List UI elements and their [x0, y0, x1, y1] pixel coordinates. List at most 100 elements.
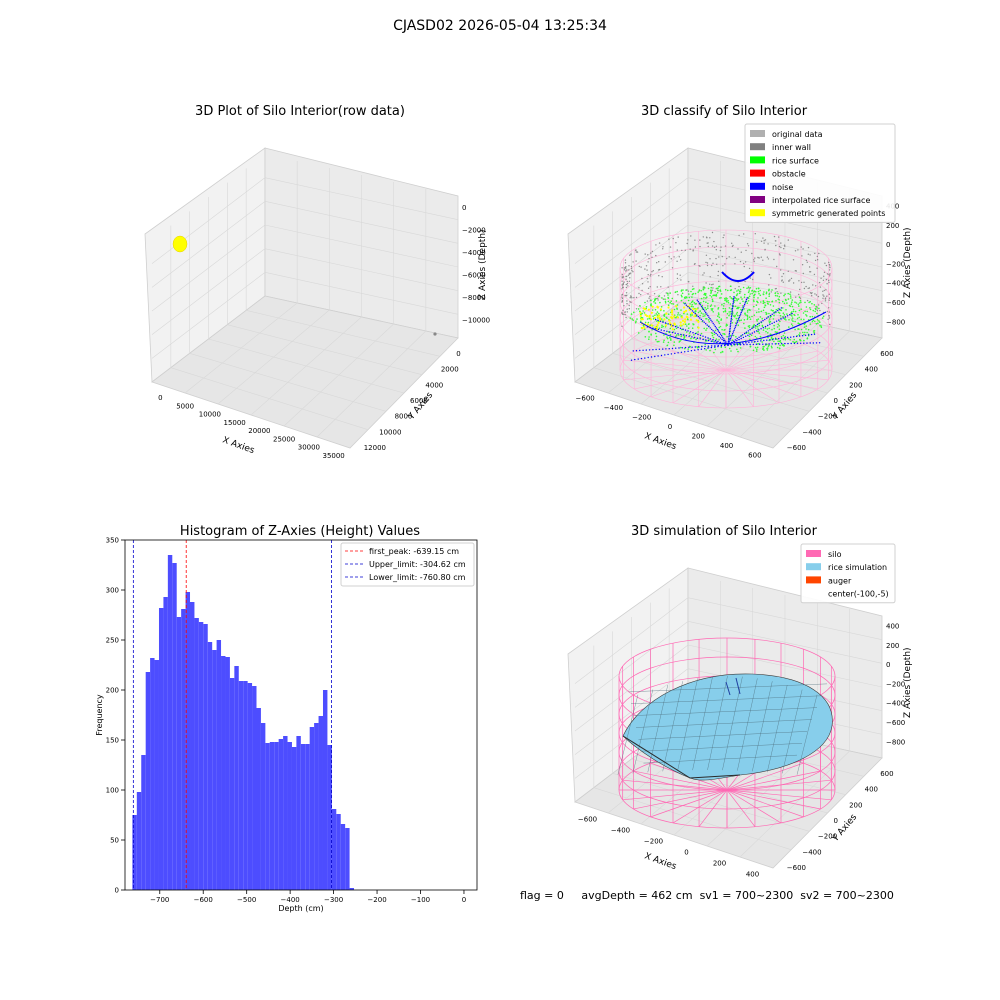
rice-surface-point [673, 314, 676, 317]
rice-surface-point [709, 349, 711, 352]
inner-wall-point [782, 273, 785, 275]
rice-surface-point [753, 294, 756, 296]
inner-wall-point [626, 269, 628, 271]
inner-wall-point [782, 281, 784, 283]
noise-point [731, 342, 734, 344]
rice-surface-point [726, 312, 729, 315]
rice-surface-point [698, 289, 701, 291]
noise-point [675, 347, 677, 349]
rice-surface-point [778, 347, 781, 350]
rice-surface-point [793, 341, 796, 344]
inner-wall-point [814, 293, 816, 295]
noise-point [731, 333, 734, 335]
inner-wall-point [623, 269, 626, 271]
rice-surface-point [757, 287, 760, 290]
rice-surface-point [804, 301, 806, 304]
inner-wall-point [762, 237, 764, 239]
rice-surface-point [644, 336, 647, 338]
rice-surface-point [743, 322, 745, 325]
cylinder-floor-spoke [698, 369, 727, 407]
rice-surface-point [774, 292, 776, 295]
inner-wall-point [828, 293, 830, 295]
rice-surface-point [734, 299, 736, 302]
inner-wall-point [622, 309, 624, 312]
rice-surface-point [731, 322, 734, 324]
rice-surface-point [710, 332, 713, 334]
noise-point [767, 324, 769, 327]
rice-surface-point [791, 299, 794, 301]
rice-surface-point [735, 298, 738, 300]
legend-label: rice surface [772, 156, 819, 165]
inner-wall-point [675, 242, 677, 244]
rice-surface-point [673, 341, 676, 343]
cylinder-floor-spoke [622, 789, 728, 801]
rice-surface-point [697, 331, 699, 333]
rice-surface-point [724, 328, 726, 331]
cylinder-floor-spoke [623, 369, 727, 381]
silo-cylinder-wireframe [619, 229, 833, 409]
status-sv1: sv1 = 700~2300 [699, 889, 794, 902]
rice-surface-point [688, 308, 691, 311]
rice-surface-point [747, 325, 750, 328]
rice-surface-point [745, 331, 748, 334]
noise-point [669, 331, 671, 333]
rice-surface-point [725, 300, 728, 303]
rice-surface-point [695, 302, 697, 305]
noise-point [639, 349, 641, 352]
noise-point [764, 325, 767, 328]
x-tick-label: −100 [411, 896, 430, 904]
noise-point [660, 354, 663, 357]
rice-surface-point [773, 327, 776, 330]
histogram-bar [243, 681, 248, 890]
rice-surface-point [760, 338, 762, 341]
noise-point [704, 336, 707, 338]
noise-point [724, 344, 726, 347]
noise-point [762, 343, 764, 345]
inner-wall-point [817, 295, 820, 298]
rice-surface-point [807, 333, 810, 336]
inner-wall-point [764, 239, 767, 241]
rice-surface-point [782, 334, 785, 337]
rice-surface-point [715, 338, 718, 340]
floor-grid-line [607, 722, 721, 814]
rice-surface-point [766, 343, 768, 346]
legend-swatch [750, 182, 765, 190]
rice-surface-point [757, 290, 760, 293]
noise-point [664, 354, 666, 356]
rice-surface-point [718, 285, 721, 288]
rice-surface-point [705, 340, 707, 342]
rice-surface-point [768, 293, 770, 296]
inner-wall-point [823, 295, 825, 297]
noise-point [731, 312, 733, 315]
symmetric-point [684, 318, 687, 321]
inner-wall-point [702, 236, 704, 238]
rice-surface-point [746, 318, 749, 321]
histogram-bar [158, 608, 164, 890]
rice-surface-point [687, 323, 690, 326]
rice-surface-point [767, 336, 769, 339]
rice-surface-point [746, 311, 749, 313]
rice-surface-point [654, 314, 656, 317]
noise-point [669, 324, 672, 326]
rice-surface-point [778, 328, 781, 331]
noise-point [781, 343, 783, 345]
floor-grid-line [650, 324, 846, 375]
inner-wall-point [715, 288, 717, 290]
rice-surface-point [726, 317, 728, 319]
rice-surface-point [765, 297, 767, 300]
noise-point [756, 330, 758, 332]
rice-surface-point [721, 350, 724, 353]
inner-wall-point [754, 257, 756, 259]
cylinder-floor-spoke [698, 789, 728, 827]
inner-wall-point [626, 275, 628, 278]
rice-surface-point [679, 346, 682, 349]
rice-surface-point [710, 296, 713, 298]
inner-wall-point [649, 295, 651, 298]
inner-wall-point [829, 266, 831, 269]
noise-point [733, 297, 735, 300]
inner-wall-point [814, 259, 817, 262]
cylinder-floor-spoke [726, 762, 804, 791]
rice-surface-point [766, 347, 768, 350]
